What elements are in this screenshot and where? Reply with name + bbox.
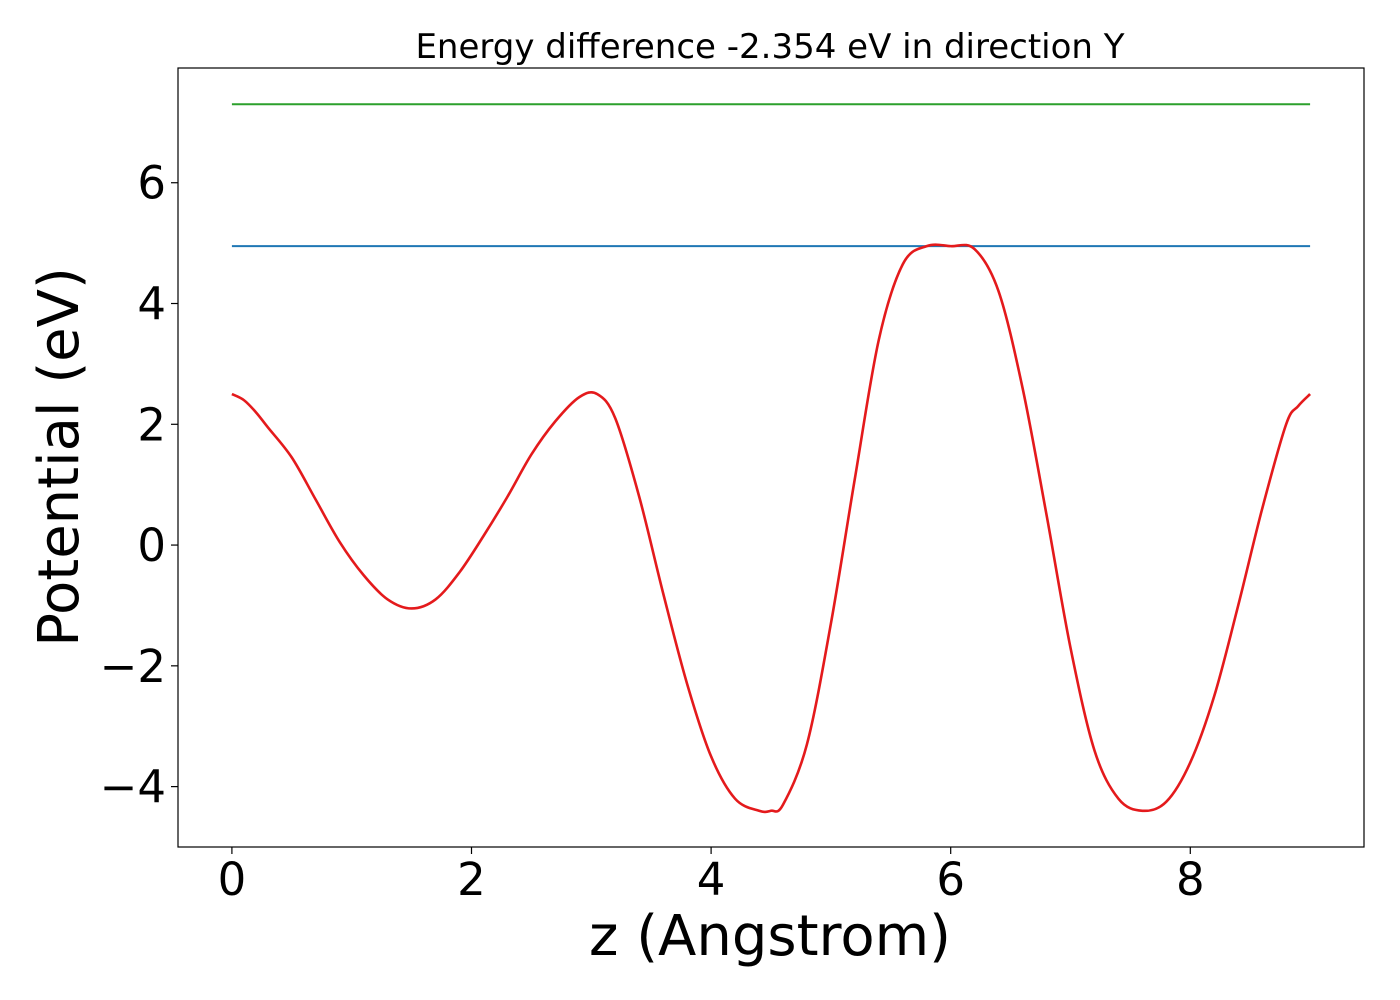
x-tick-label: 8 xyxy=(1176,853,1205,906)
chart-title: Energy difference -2.354 eV in direction… xyxy=(415,27,1124,67)
plot-area xyxy=(231,103,1312,814)
x-axis: 0 2 4 6 8 xyxy=(218,847,1205,906)
y-axis: −4 −2 0 2 4 6 xyxy=(100,157,178,814)
x-tick-label: 4 xyxy=(697,853,726,906)
y-tick-label: 4 xyxy=(137,278,166,331)
y-tick-label: 2 xyxy=(137,398,166,451)
plot-frame xyxy=(177,67,1365,848)
x-tick-label: 0 xyxy=(218,853,247,906)
y-tick-label: 6 xyxy=(137,157,166,210)
y-tick-label: −4 xyxy=(100,761,166,814)
x-axis-label: z (Angstrom) xyxy=(589,904,951,969)
x-tick-label: 6 xyxy=(936,853,965,906)
y-tick-label: 0 xyxy=(137,519,166,572)
potential-curve xyxy=(231,243,1312,814)
y-tick-label: −2 xyxy=(100,640,166,693)
y-axis-label: Potential (eV) xyxy=(27,267,92,647)
x-tick-label: 2 xyxy=(457,853,486,906)
